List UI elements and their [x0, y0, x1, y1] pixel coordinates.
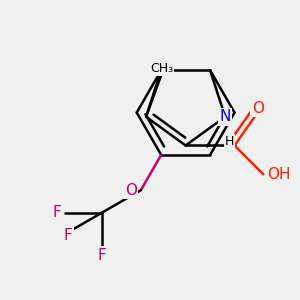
Text: OH: OH — [267, 167, 291, 182]
Text: F: F — [98, 248, 106, 263]
Text: F: F — [64, 228, 73, 243]
Text: N: N — [220, 109, 231, 124]
Text: O: O — [125, 183, 137, 198]
Text: F: F — [52, 205, 61, 220]
Text: CH₃: CH₃ — [150, 62, 173, 75]
Text: H: H — [225, 135, 234, 148]
Text: O: O — [252, 100, 264, 116]
